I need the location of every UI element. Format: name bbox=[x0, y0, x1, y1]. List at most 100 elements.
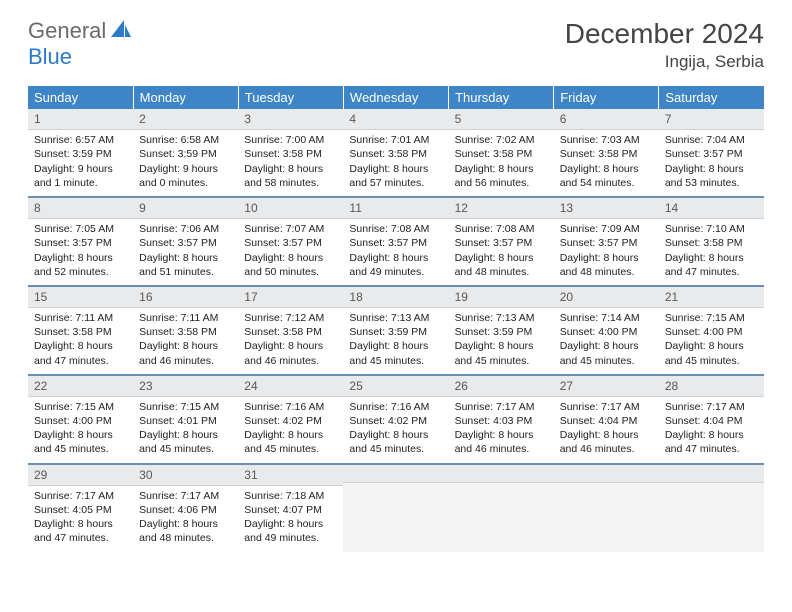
day-details: Sunrise: 7:16 AMSunset: 4:02 PMDaylight:… bbox=[238, 397, 343, 463]
calendar-day-cell: 15Sunrise: 7:11 AMSunset: 3:58 PMDayligh… bbox=[28, 286, 133, 375]
day-number: 12 bbox=[449, 198, 554, 219]
sunset-text: Sunset: 4:01 PM bbox=[139, 414, 232, 428]
day-details: Sunrise: 7:13 AMSunset: 3:59 PMDaylight:… bbox=[343, 308, 448, 374]
day-number: 21 bbox=[659, 287, 764, 308]
day-details: Sunrise: 7:17 AMSunset: 4:04 PMDaylight:… bbox=[659, 397, 764, 463]
sunset-text: Sunset: 3:59 PM bbox=[349, 325, 442, 339]
calendar-week-row: 8Sunrise: 7:05 AMSunset: 3:57 PMDaylight… bbox=[28, 197, 764, 286]
daylight-text: Daylight: 8 hours and 49 minutes. bbox=[244, 517, 337, 545]
day-details: Sunrise: 7:17 AMSunset: 4:03 PMDaylight:… bbox=[449, 397, 554, 463]
day-details: Sunrise: 7:04 AMSunset: 3:57 PMDaylight:… bbox=[659, 130, 764, 196]
sunrise-text: Sunrise: 6:58 AM bbox=[139, 133, 232, 147]
daylight-text: Daylight: 8 hours and 45 minutes. bbox=[139, 428, 232, 456]
sunrise-text: Sunrise: 7:17 AM bbox=[34, 489, 127, 503]
calendar-day-cell: 18Sunrise: 7:13 AMSunset: 3:59 PMDayligh… bbox=[343, 286, 448, 375]
sunset-text: Sunset: 3:59 PM bbox=[139, 147, 232, 161]
day-details: Sunrise: 7:01 AMSunset: 3:58 PMDaylight:… bbox=[343, 130, 448, 196]
day-number: 2 bbox=[133, 109, 238, 130]
sunset-text: Sunset: 3:57 PM bbox=[34, 236, 127, 250]
daylight-text: Daylight: 8 hours and 54 minutes. bbox=[560, 162, 653, 190]
calendar-day-cell: 28Sunrise: 7:17 AMSunset: 4:04 PMDayligh… bbox=[659, 375, 764, 464]
calendar-week-row: 22Sunrise: 7:15 AMSunset: 4:00 PMDayligh… bbox=[28, 375, 764, 464]
daylight-text: Daylight: 8 hours and 46 minutes. bbox=[139, 339, 232, 367]
logo: General bbox=[28, 18, 134, 44]
calendar-day-cell: 30Sunrise: 7:17 AMSunset: 4:06 PMDayligh… bbox=[133, 464, 238, 552]
day-number: 3 bbox=[238, 109, 343, 130]
weekday-header: Sunday bbox=[28, 86, 133, 109]
calendar-day-cell: 29 Sunrise: 7:17 AMSunset: 4:05 PMDayligh… bbox=[28, 464, 133, 552]
sunrise-text: Sunrise: 6:57 AM bbox=[34, 133, 127, 147]
sunrise-text: Sunrise: 7:17 AM bbox=[455, 400, 548, 414]
calendar-day-cell: 22Sunrise: 7:15 AMSunset: 4:00 PMDayligh… bbox=[28, 375, 133, 464]
calendar-week-row: 29Sunrise: 7:17 AMSunset: 4:05 PMDayligh… bbox=[28, 464, 764, 552]
sunset-text: Sunset: 3:58 PM bbox=[560, 147, 653, 161]
sunrise-text: Sunrise: 7:18 AM bbox=[244, 489, 337, 503]
daylight-text: Daylight: 8 hours and 46 minutes. bbox=[244, 339, 337, 367]
daylight-text: Daylight: 9 hours and 1 minute. bbox=[34, 162, 127, 190]
sunrise-text: Sunrise: 7:04 AM bbox=[665, 133, 758, 147]
sunset-text: Sunset: 4:05 PM bbox=[34, 503, 127, 517]
day-number: 24 bbox=[238, 376, 343, 397]
day-number: 9 bbox=[133, 198, 238, 219]
daylight-text: Daylight: 8 hours and 52 minutes. bbox=[34, 251, 127, 279]
calendar-day-cell bbox=[343, 464, 448, 552]
weekday-header: Monday bbox=[133, 86, 238, 109]
day-number: 14 bbox=[659, 198, 764, 219]
day-number: 11 bbox=[343, 198, 448, 219]
calendar-day-cell: 25Sunrise: 7:16 AMSunset: 4:02 PMDayligh… bbox=[343, 375, 448, 464]
calendar-day-cell: 11Sunrise: 7:08 AMSunset: 3:57 PMDayligh… bbox=[343, 197, 448, 286]
calendar-day-cell: 17Sunrise: 7:12 AMSunset: 3:58 PMDayligh… bbox=[238, 286, 343, 375]
sunset-text: Sunset: 4:00 PM bbox=[665, 325, 758, 339]
sunset-text: Sunset: 3:57 PM bbox=[455, 236, 548, 250]
sunset-text: Sunset: 3:57 PM bbox=[139, 236, 232, 250]
day-number: 10 bbox=[238, 198, 343, 219]
sunrise-text: Sunrise: 7:15 AM bbox=[139, 400, 232, 414]
calendar-day-cell: 24Sunrise: 7:16 AMSunset: 4:02 PMDayligh… bbox=[238, 375, 343, 464]
calendar-week-row: 15Sunrise: 7:11 AMSunset: 3:58 PMDayligh… bbox=[28, 286, 764, 375]
sunset-text: Sunset: 4:00 PM bbox=[560, 325, 653, 339]
calendar-week-row: 1Sunrise: 6:57 AMSunset: 3:59 PMDaylight… bbox=[28, 109, 764, 197]
day-details: Sunrise: 7:16 AMSunset: 4:02 PMDaylight:… bbox=[343, 397, 448, 463]
sunrise-text: Sunrise: 7:10 AM bbox=[665, 222, 758, 236]
day-details: Sunrise: 7:14 AMSunset: 4:00 PMDaylight:… bbox=[554, 308, 659, 374]
month-title: December 2024 bbox=[565, 18, 764, 50]
page-header: General December 2024 Ingija, Serbia bbox=[0, 0, 792, 80]
day-number: 29 bbox=[28, 465, 133, 486]
sunset-text: Sunset: 3:58 PM bbox=[349, 147, 442, 161]
daylight-text: Daylight: 8 hours and 45 minutes. bbox=[349, 428, 442, 456]
sunrise-text: Sunrise: 7:15 AM bbox=[665, 311, 758, 325]
daylight-text: Daylight: 8 hours and 45 minutes. bbox=[665, 339, 758, 367]
day-details: Sunrise: 7:10 AMSunset: 3:58 PMDaylight:… bbox=[659, 219, 764, 285]
day-number: 23 bbox=[133, 376, 238, 397]
sunrise-text: Sunrise: 7:03 AM bbox=[560, 133, 653, 147]
sunset-text: Sunset: 3:57 PM bbox=[349, 236, 442, 250]
sunset-text: Sunset: 3:58 PM bbox=[244, 325, 337, 339]
daylight-text: Daylight: 8 hours and 45 minutes. bbox=[560, 339, 653, 367]
sunset-text: Sunset: 3:58 PM bbox=[665, 236, 758, 250]
day-number: 25 bbox=[343, 376, 448, 397]
daylight-text: Daylight: 8 hours and 48 minutes. bbox=[455, 251, 548, 279]
day-number: 6 bbox=[554, 109, 659, 130]
day-number-empty bbox=[343, 465, 448, 483]
daylight-text: Daylight: 8 hours and 47 minutes. bbox=[665, 251, 758, 279]
day-number: 18 bbox=[343, 287, 448, 308]
daylight-text: Daylight: 8 hours and 50 minutes. bbox=[244, 251, 337, 279]
calendar-day-cell: 27Sunrise: 7:17 AMSunset: 4:04 PMDayligh… bbox=[554, 375, 659, 464]
sunrise-text: Sunrise: 7:00 AM bbox=[244, 133, 337, 147]
calendar-day-cell: 16Sunrise: 7:11 AMSunset: 3:58 PMDayligh… bbox=[133, 286, 238, 375]
day-number: 28 bbox=[659, 376, 764, 397]
calendar-table: Sunday Monday Tuesday Wednesday Thursday… bbox=[28, 86, 764, 552]
day-number: 19 bbox=[449, 287, 554, 308]
calendar-day-cell bbox=[659, 464, 764, 552]
calendar-day-cell: 21 Sunrise: 7:15 AMSunset: 4:00 PMDayligh… bbox=[659, 286, 764, 375]
day-number-empty bbox=[554, 465, 659, 483]
day-details: Sunrise: 7:15 AMSunset: 4:01 PMDaylight:… bbox=[133, 397, 238, 463]
daylight-text: Daylight: 8 hours and 46 minutes. bbox=[560, 428, 653, 456]
calendar-day-cell: 9Sunrise: 7:06 AMSunset: 3:57 PMDaylight… bbox=[133, 197, 238, 286]
daylight-text: Daylight: 8 hours and 46 minutes. bbox=[455, 428, 548, 456]
daylight-text: Daylight: 8 hours and 47 minutes. bbox=[665, 428, 758, 456]
daylight-text: Daylight: 8 hours and 47 minutes. bbox=[34, 517, 127, 545]
sunrise-text: Sunrise: 7:15 AM bbox=[34, 400, 127, 414]
sunset-text: Sunset: 4:04 PM bbox=[560, 414, 653, 428]
sunset-text: Sunset: 4:03 PM bbox=[455, 414, 548, 428]
